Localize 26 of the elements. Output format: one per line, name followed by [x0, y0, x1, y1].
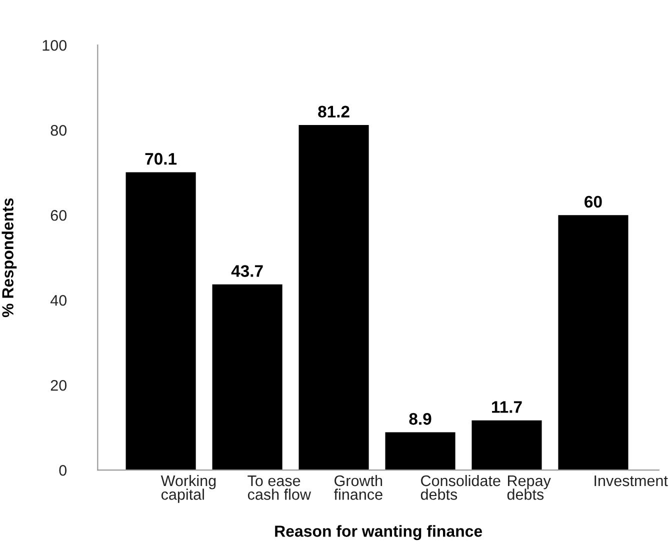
y-tick-label: 60 — [50, 210, 67, 221]
y-axis-title: % Respondents — [2, 198, 17, 318]
y-tick-label: 0 — [59, 464, 67, 476]
x-tick-label: Working capital — [160, 474, 216, 503]
data-label: 8.9 — [409, 413, 432, 425]
y-tick-label: 40 — [50, 294, 67, 306]
x-tick-label: Investment — [594, 476, 668, 486]
bar — [472, 420, 542, 470]
bar — [558, 215, 628, 470]
data-label: 11.7 — [492, 401, 522, 413]
data-label: 70.1 — [145, 152, 177, 165]
bar — [298, 125, 369, 470]
x-tick-label: Repay debts — [507, 476, 551, 500]
data-label: 43.7 — [231, 265, 263, 277]
x-tick-label: To ease cash flow — [248, 476, 312, 500]
bar — [212, 284, 282, 470]
x-axis-title: Reason for wanting finance — [275, 525, 482, 540]
x-tick-label: Consolidate debts — [420, 474, 500, 500]
data-label: 81.2 — [318, 106, 350, 118]
y-tick-label: 20 — [50, 380, 67, 391]
y-tick-label: 100 — [42, 40, 67, 51]
bar — [385, 432, 456, 470]
y-tick-label: 80 — [50, 124, 67, 136]
data-label: 60 — [584, 196, 602, 208]
bar — [126, 172, 196, 470]
x-tick-label: Growth finance — [334, 474, 382, 500]
